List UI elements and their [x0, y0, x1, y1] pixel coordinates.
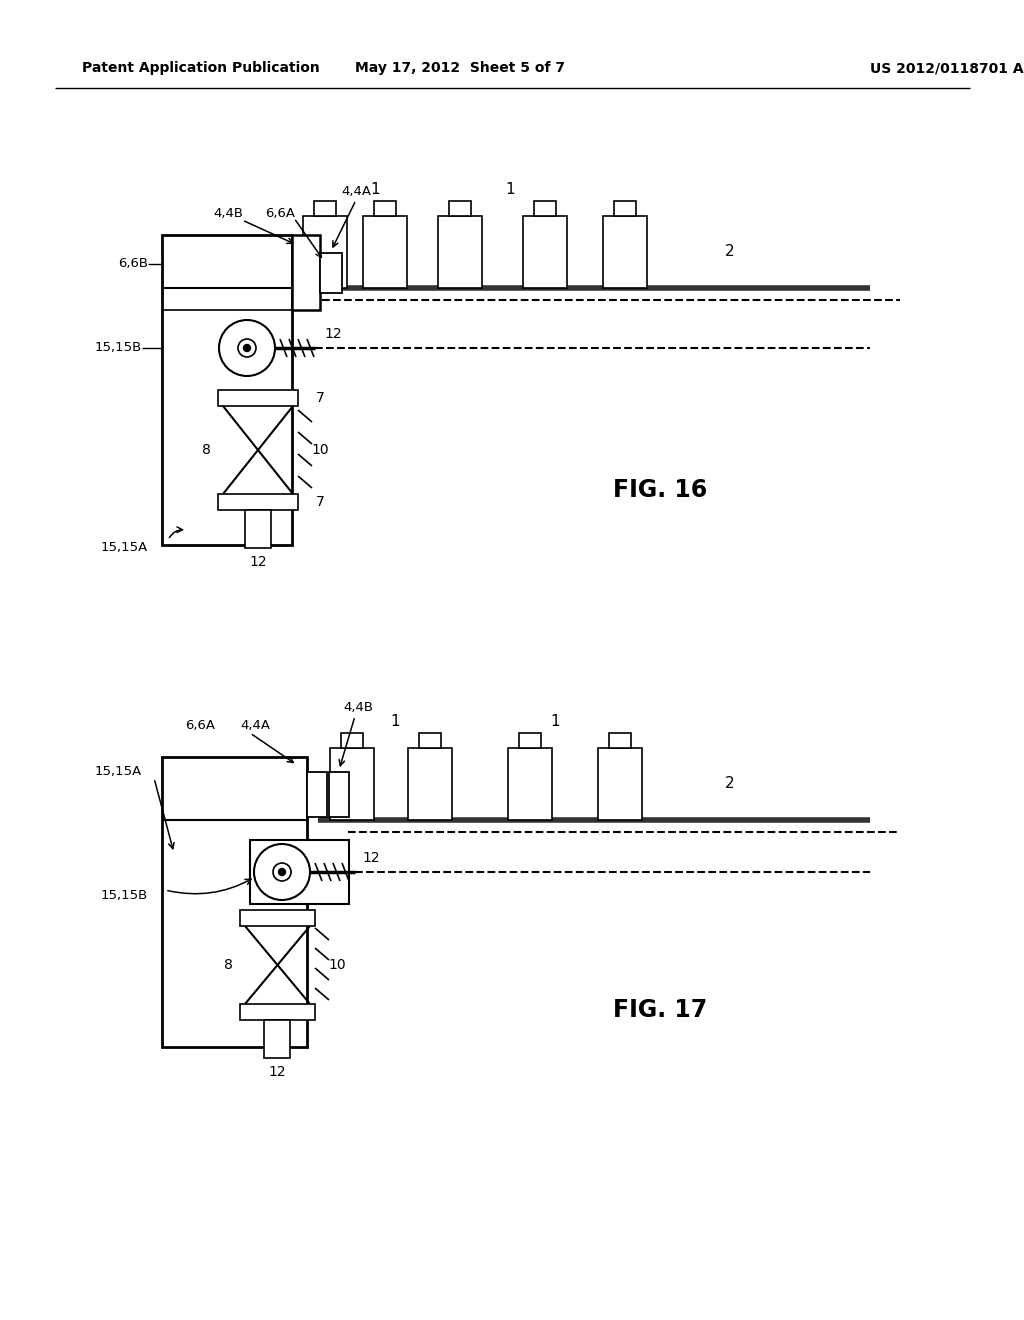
Bar: [523, 216, 567, 288]
Bar: [307, 772, 327, 817]
Bar: [319, 253, 342, 293]
Text: 4,4B: 4,4B: [343, 701, 373, 714]
Text: 7: 7: [315, 495, 325, 510]
Text: 7: 7: [315, 391, 325, 405]
Text: 8: 8: [223, 958, 232, 972]
Text: 15,15B: 15,15B: [95, 342, 142, 355]
Bar: [508, 748, 552, 820]
Text: 12: 12: [325, 327, 342, 341]
Bar: [374, 201, 396, 216]
Bar: [438, 216, 482, 288]
Bar: [250, 840, 349, 904]
Text: 8: 8: [202, 444, 211, 457]
Bar: [614, 201, 636, 216]
Bar: [603, 216, 647, 288]
Circle shape: [279, 869, 286, 875]
Bar: [609, 733, 631, 748]
Bar: [162, 235, 292, 545]
Bar: [303, 216, 347, 288]
Bar: [314, 201, 336, 216]
Text: 12: 12: [362, 851, 380, 865]
Bar: [218, 389, 298, 407]
Text: 1: 1: [505, 181, 515, 197]
Text: 12: 12: [249, 554, 267, 569]
Bar: [264, 1020, 290, 1059]
Bar: [408, 748, 452, 820]
Bar: [330, 748, 374, 820]
Text: 15,15A: 15,15A: [95, 766, 142, 779]
Bar: [218, 494, 298, 510]
Text: 6,6A: 6,6A: [265, 206, 295, 219]
Bar: [419, 733, 441, 748]
Text: 2: 2: [725, 776, 735, 792]
Bar: [162, 756, 307, 1047]
Bar: [341, 733, 362, 748]
Text: 15,15B: 15,15B: [100, 888, 148, 902]
Text: 2: 2: [725, 244, 735, 260]
Text: US 2012/0118701 A1: US 2012/0118701 A1: [870, 61, 1024, 75]
Circle shape: [244, 345, 251, 351]
Text: 1: 1: [390, 714, 399, 729]
Text: Patent Application Publication: Patent Application Publication: [82, 61, 319, 75]
Bar: [245, 510, 271, 548]
Text: 6,6B: 6,6B: [118, 257, 148, 271]
Bar: [598, 748, 642, 820]
Text: 1: 1: [550, 714, 560, 729]
Text: May 17, 2012  Sheet 5 of 7: May 17, 2012 Sheet 5 of 7: [355, 61, 565, 75]
Text: 10: 10: [311, 444, 329, 457]
Bar: [519, 733, 541, 748]
Text: 4,4B: 4,4B: [213, 206, 243, 219]
Bar: [240, 1005, 315, 1020]
Bar: [240, 909, 315, 927]
Bar: [362, 216, 407, 288]
Bar: [329, 772, 349, 817]
Text: 4,4A: 4,4A: [341, 186, 371, 198]
Text: FIG. 17: FIG. 17: [613, 998, 708, 1022]
Text: 15,15A: 15,15A: [100, 541, 148, 554]
Text: 1: 1: [371, 181, 380, 197]
Text: 4,4A: 4,4A: [240, 719, 270, 733]
Text: FIG. 16: FIG. 16: [613, 478, 708, 502]
Bar: [449, 201, 471, 216]
Bar: [292, 235, 319, 310]
Text: 6,6A: 6,6A: [185, 719, 215, 733]
Text: 10: 10: [328, 958, 346, 972]
Text: 12: 12: [268, 1065, 286, 1078]
Bar: [534, 201, 556, 216]
